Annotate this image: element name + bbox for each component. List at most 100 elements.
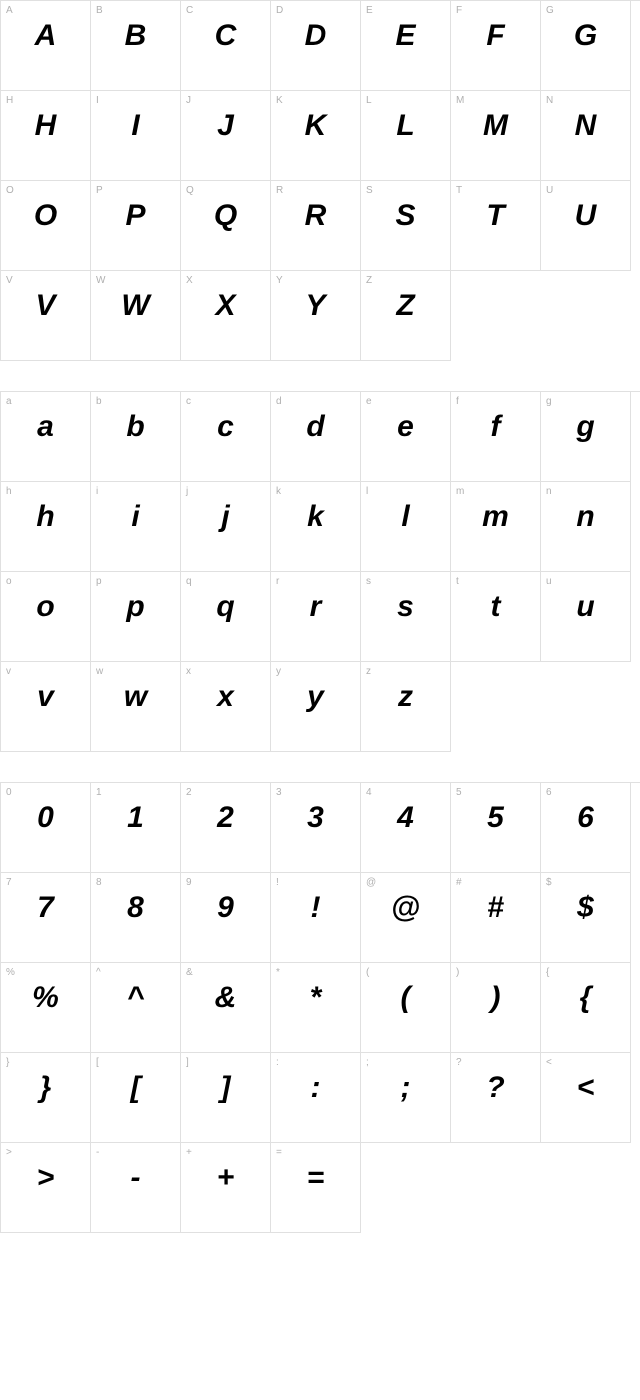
glyph-cell: 88 [91, 873, 181, 963]
glyph-cell: 77 [1, 873, 91, 963]
glyph-label: N [546, 95, 553, 106]
glyph-display: J [181, 109, 270, 143]
glyph-label: 9 [186, 877, 192, 888]
glyph-display: d [271, 410, 360, 444]
glyph-label: h [6, 486, 12, 497]
glyph-label: 7 [6, 877, 12, 888]
glyph-label: u [546, 576, 552, 587]
glyph-label: L [366, 95, 372, 106]
glyph-cell: 11 [91, 783, 181, 873]
glyph-display: 2 [181, 801, 270, 835]
glyph-label: 6 [546, 787, 552, 798]
glyph-label: Y [276, 275, 283, 286]
glyph-cell: ee [361, 392, 451, 482]
glyph-label: ] [186, 1057, 189, 1068]
section-lowercase: aabbccddeeffgghhiijjkkllmmnnooppqqrrsstt… [0, 391, 640, 752]
glyph-display: D [271, 19, 360, 53]
glyph-cell: zz [361, 662, 451, 752]
glyph-cell: CC [181, 1, 271, 91]
glyph-display: I [91, 109, 180, 143]
glyph-cell: pp [91, 572, 181, 662]
glyph-display: b [91, 410, 180, 444]
glyph-cell: !! [271, 873, 361, 963]
glyph-display: a [1, 410, 90, 444]
glyph-display: $ [541, 891, 630, 925]
glyph-label: E [366, 5, 373, 16]
glyph-cell: }} [1, 1053, 91, 1143]
glyph-display: 6 [541, 801, 630, 835]
glyph-display: u [541, 590, 630, 624]
glyph-label: } [6, 1057, 9, 1068]
glyph-cell: ii [91, 482, 181, 572]
glyph-display: o [1, 590, 90, 624]
glyph-label: + [186, 1147, 192, 1158]
glyph-display: # [451, 891, 540, 925]
glyph-cell: 55 [451, 783, 541, 873]
glyph-cell: 66 [541, 783, 631, 873]
glyph-display: E [361, 19, 450, 53]
glyph-cell: ** [271, 963, 361, 1053]
glyph-cell: >> [1, 1143, 91, 1233]
glyph-display: v [1, 680, 90, 714]
glyph-display: f [451, 410, 540, 444]
glyph-cell: ;; [361, 1053, 451, 1143]
glyph-display: t [451, 590, 540, 624]
glyph-display: w [91, 680, 180, 714]
glyph-cell: OO [1, 181, 91, 271]
glyph-label: ) [456, 967, 459, 978]
glyph-display: H [1, 109, 90, 143]
glyph-cell: ff [451, 392, 541, 482]
glyph-label: T [456, 185, 462, 196]
glyph-label: d [276, 396, 282, 407]
glyph-label: m [456, 486, 464, 497]
glyph-cell: @@ [361, 873, 451, 963]
glyph-label: f [456, 396, 459, 407]
glyph-label: y [276, 666, 281, 677]
glyph-label: e [366, 396, 372, 407]
glyph-label: # [456, 877, 462, 888]
glyph-display: M [451, 109, 540, 143]
glyph-label: Q [186, 185, 194, 196]
glyph-label: D [276, 5, 283, 16]
glyph-label: ( [366, 967, 369, 978]
glyph-label: { [546, 967, 549, 978]
glyph-display: m [451, 500, 540, 534]
glyph-cell: dd [271, 392, 361, 482]
glyph-cell: II [91, 91, 181, 181]
glyph-display: V [1, 289, 90, 323]
glyph-cell: KK [271, 91, 361, 181]
glyph-display: e [361, 410, 450, 444]
glyph-label: j [186, 486, 188, 497]
glyph-label: < [546, 1057, 552, 1068]
glyph-label: 5 [456, 787, 462, 798]
glyph-cell: hh [1, 482, 91, 572]
glyph-display: R [271, 199, 360, 233]
glyph-cell: $$ [541, 873, 631, 963]
glyph-label: c [186, 396, 191, 407]
glyph-cell: EE [361, 1, 451, 91]
glyph-cell: ## [451, 873, 541, 963]
glyph-display: @ [361, 891, 450, 925]
glyph-label: 8 [96, 877, 102, 888]
glyph-cell: oo [1, 572, 91, 662]
glyph-label: ^ [96, 967, 101, 978]
glyph-label: t [456, 576, 459, 587]
glyph-cell: LL [361, 91, 451, 181]
glyph-display: p [91, 590, 180, 624]
glyph-grid: 00112233445566778899!!@@##$$%%^^&&**(())… [0, 782, 640, 1233]
glyph-cell: -- [91, 1143, 181, 1233]
glyph-display: [ [91, 1071, 180, 1105]
glyph-label: W [96, 275, 105, 286]
glyph-cell: gg [541, 392, 631, 482]
glyph-label: z [366, 666, 371, 677]
glyph-cell: VV [1, 271, 91, 361]
glyph-display: > [1, 1161, 90, 1195]
glyph-display: ! [271, 891, 360, 925]
glyph-display: Y [271, 289, 360, 323]
glyph-display: L [361, 109, 450, 143]
glyph-label: l [366, 486, 368, 497]
glyph-cell: bb [91, 392, 181, 482]
glyph-label: @ [366, 877, 376, 888]
glyph-display: h [1, 500, 90, 534]
glyph-display: 9 [181, 891, 270, 925]
